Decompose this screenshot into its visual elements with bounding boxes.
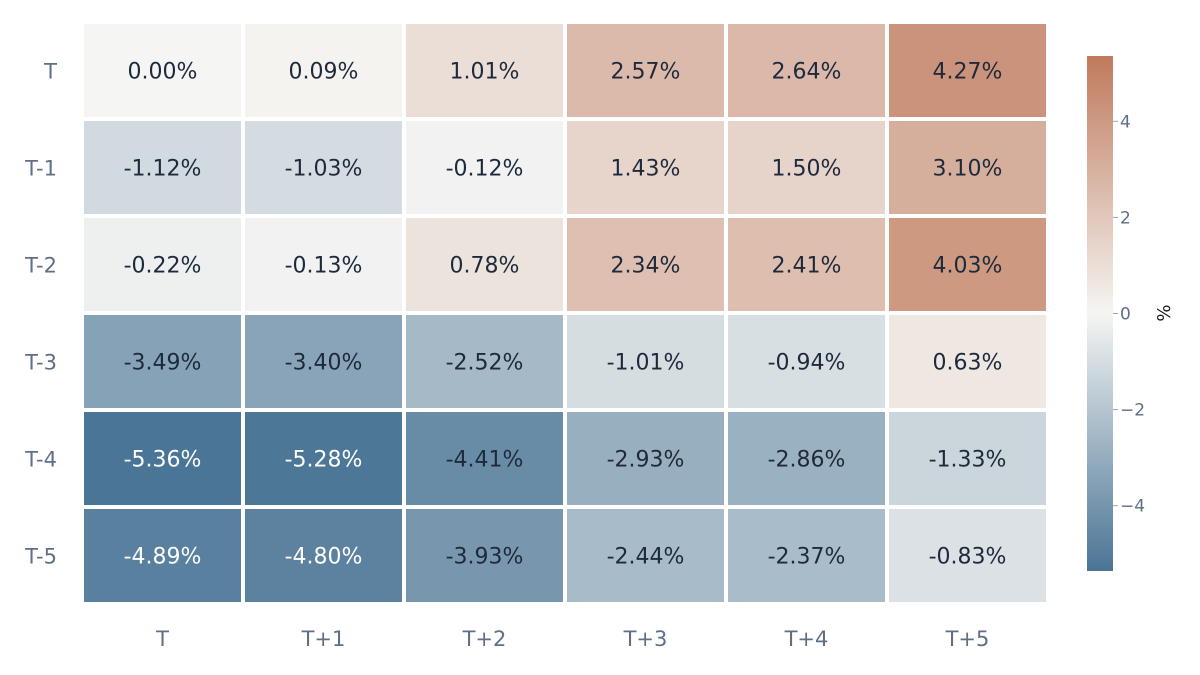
x-tick-label: T+2 [462, 627, 507, 651]
heatmap-cell [885, 408, 1050, 509]
y-tick-label: T-2 [24, 254, 57, 278]
cell-value-label: -5.36% [124, 448, 202, 473]
heatmap-cell [724, 505, 889, 606]
cell-value-label: -2.93% [607, 448, 685, 473]
cell-value-label: 2.57% [611, 60, 681, 85]
cell-value-label: 2.64% [772, 60, 842, 85]
heatmap-cell [885, 505, 1050, 606]
cell-value-label: -2.52% [446, 351, 524, 376]
cell-value-label: -0.22% [124, 254, 202, 279]
heatmap-cell [241, 20, 406, 121]
cell-value-label: -1.33% [929, 448, 1007, 473]
cell-value-label: 1.43% [611, 157, 681, 182]
heatmap-cell [885, 20, 1050, 121]
colorbar [1087, 56, 1113, 571]
colorbar-tick-label: −2 [1120, 401, 1145, 421]
heatmap-cell [563, 214, 728, 315]
heatmap-cell [724, 311, 889, 412]
cell-value-label: -2.37% [768, 545, 846, 570]
cell-value-label: -0.83% [929, 545, 1007, 570]
heatmap-cell [402, 311, 567, 412]
colorbar-tick-label: −4 [1120, 497, 1145, 517]
y-tick-label: T-1 [24, 157, 57, 181]
y-axis-ticks: T T-1 T-2 T-3 T-4 T-5 [24, 60, 57, 569]
cell-value-label: -5.28% [285, 448, 363, 473]
heatmap-cell [80, 20, 245, 121]
cell-value-label: 0.63% [933, 351, 1003, 376]
heatmap-cell [563, 117, 728, 218]
colorbar-tick-label: 0 [1120, 305, 1131, 325]
x-tick-label: T [155, 627, 169, 651]
cell-value-label: 2.41% [772, 254, 842, 279]
heatmap-cell [885, 311, 1050, 412]
cell-value-label: 1.50% [772, 157, 842, 182]
cell-value-label: -4.89% [124, 545, 202, 570]
heatmap-cell [241, 311, 406, 412]
heatmap-cell [724, 408, 889, 509]
cell-value-label: 2.34% [611, 254, 681, 279]
cell-value-label: -1.03% [285, 157, 363, 182]
cell-value-label: 4.03% [933, 254, 1003, 279]
cell-value-label: 4.27% [933, 60, 1003, 85]
heatmap-cell [563, 505, 728, 606]
cell-value-label: -4.80% [285, 545, 363, 570]
cell-value-label: -3.40% [285, 351, 363, 376]
colorbar-ticks: 4 2 0 −2 −4 [1113, 112, 1145, 517]
cell-value-label: -4.41% [446, 448, 524, 473]
cell-value-label: -2.44% [607, 545, 685, 570]
cell-value-label: -3.49% [124, 351, 202, 376]
heatmap-cell [724, 214, 889, 315]
heatmap-cell [885, 214, 1050, 315]
heatmap-cell [402, 408, 567, 509]
cell-value-label: -0.94% [768, 351, 846, 376]
cell-value-label: 0.78% [450, 254, 520, 279]
x-axis-ticks: T T+1 T+2 T+3 T+4 T+5 [155, 627, 989, 651]
cell-value-label: 1.01% [450, 60, 520, 85]
cell-value-label: -2.86% [768, 448, 846, 473]
cell-value-label: -3.93% [446, 545, 524, 570]
x-tick-label: T+4 [784, 627, 829, 651]
x-tick-label: T+3 [623, 627, 668, 651]
y-tick-label: T [43, 60, 57, 84]
x-tick-label: T+1 [301, 627, 346, 651]
colorbar-tick-label: 4 [1120, 112, 1131, 132]
heatmap-cell [80, 505, 245, 606]
heatmap-cell [241, 117, 406, 218]
heatmap-cells: 0.00% 0.09% 1.01% 2.57% 2.64% 4.27% -1.12% -1.0… [80, 20, 1050, 606]
y-tick-label: T-3 [24, 351, 57, 375]
x-tick-label: T+5 [945, 627, 990, 651]
y-tick-label: T-5 [24, 545, 57, 569]
cell-value-label: -1.01% [607, 351, 685, 376]
cell-value-label: -0.12% [446, 157, 524, 182]
cell-value-label: 0.09% [289, 60, 359, 85]
colorbar-title: % [1154, 304, 1175, 321]
heatmap-cell [885, 117, 1050, 218]
heatmap-cell [80, 311, 245, 412]
heatmap-cell [241, 214, 406, 315]
cell-value-label: -1.12% [124, 157, 202, 182]
colorbar-tick-label: 2 [1120, 208, 1131, 228]
heatmap-cell [563, 311, 728, 412]
cell-value-label: 3.10% [933, 157, 1003, 182]
cell-value-label: -0.13% [285, 254, 363, 279]
y-tick-label: T-4 [24, 448, 57, 472]
cell-value-label: 0.00% [128, 60, 198, 85]
